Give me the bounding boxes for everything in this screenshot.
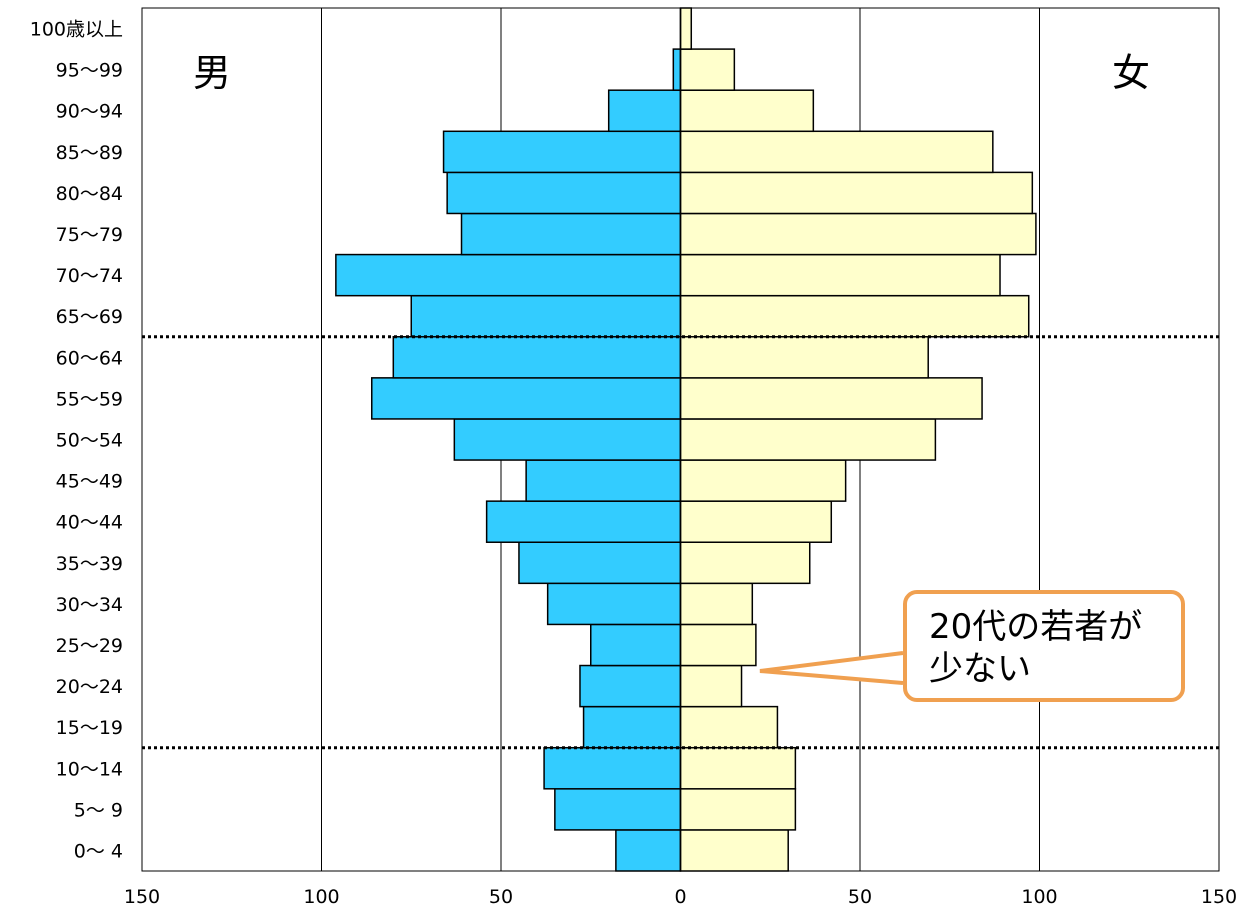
bar-male-18: [607, 89, 682, 133]
bar-female-2: [679, 746, 797, 790]
age-label-6: 30～34: [56, 594, 123, 616]
bar-male-15: [460, 212, 682, 256]
bar-male-5: [590, 623, 682, 667]
callout-pointer: [759, 651, 904, 685]
bar-female-7: [679, 541, 811, 585]
bar-female-3: [679, 705, 779, 749]
bar-male-2: [543, 746, 682, 790]
annotation-line-2: 少ない: [929, 649, 1031, 689]
age-label-4: 20～24: [56, 676, 123, 698]
age-label-7: 35～39: [56, 553, 123, 575]
age-label-8: 40～44: [56, 512, 123, 534]
age-label-13: 65～69: [56, 306, 123, 328]
age-label-19: 95～99: [56, 60, 123, 82]
age-label-20: 100歳以上: [30, 19, 123, 41]
bar-female-4: [679, 664, 743, 708]
bar-male-17: [442, 130, 682, 174]
x-tick-label-4: 50: [848, 886, 872, 908]
label-female: 女: [1112, 51, 1150, 95]
reference-lines: [142, 335, 1222, 750]
bar-male-13: [410, 294, 682, 338]
bar-male-7: [518, 541, 682, 585]
bar-male-6: [546, 582, 682, 626]
x-tick-label-1: 100: [303, 886, 339, 908]
bar-female-1: [679, 788, 797, 831]
bar-female-16: [679, 171, 1034, 215]
bars: [335, 7, 1037, 872]
bar-female-8: [679, 500, 833, 543]
bar-male-16: [446, 171, 682, 215]
age-label-10: 50～54: [56, 430, 123, 452]
bar-female-13: [679, 294, 1030, 338]
x-tick-labels: 150 100 50 0 50 100 150: [124, 886, 1237, 908]
x-tick-label-5: 100: [1021, 886, 1057, 908]
bar-male-14: [335, 253, 682, 297]
bar-female-18: [679, 89, 815, 133]
bar-female-5: [679, 623, 757, 667]
bar-male-8: [485, 500, 682, 543]
bar-female-17: [679, 130, 994, 174]
series-labels: 男 女: [193, 51, 1150, 95]
x-tick-label-3: 0: [674, 886, 686, 908]
bar-female-12: [679, 336, 929, 379]
bar-female-20: [679, 7, 693, 50]
age-label-2: 10～14: [56, 758, 123, 780]
bar-female-9: [679, 459, 847, 502]
age-label-12: 60～64: [56, 347, 123, 369]
bar-male-11: [371, 377, 682, 420]
x-tick-label-2: 50: [489, 886, 513, 908]
bar-male-19: [672, 48, 682, 91]
bar-female-11: [679, 377, 983, 420]
bar-female-19: [679, 48, 736, 91]
bar-male-3: [582, 705, 682, 749]
age-label-9: 45～49: [56, 471, 123, 493]
age-label-0: 0～ 4: [74, 840, 123, 862]
age-label-5: 25～29: [56, 635, 123, 657]
age-label-18: 90～94: [56, 101, 123, 123]
bar-female-10: [679, 418, 937, 461]
age-label-11: 55～59: [56, 388, 123, 410]
age-label-17: 85～89: [56, 142, 123, 164]
bar-male-10: [453, 418, 682, 461]
x-tick-label-6: 150: [1201, 886, 1237, 908]
age-label-1: 5～ 9: [74, 799, 123, 821]
age-label-14: 70～74: [56, 265, 123, 287]
bar-female-14: [679, 253, 1001, 297]
age-label-3: 15～19: [56, 717, 123, 739]
age-labels: 0～ 4 5～ 9 10～14 15～19 20～24 25～29 30～34 35～39 40…: [30, 19, 123, 863]
bar-male-0: [615, 829, 682, 872]
bar-male-9: [525, 459, 682, 502]
bar-female-0: [679, 829, 789, 872]
bar-male-1: [554, 788, 682, 831]
label-male: 男: [193, 51, 231, 95]
bar-female-6: [679, 582, 754, 626]
age-label-15: 75～79: [56, 224, 123, 246]
annotation-line-1: 20代の若者が: [929, 607, 1143, 647]
bar-female-15: [679, 212, 1037, 256]
bar-male-12: [392, 336, 682, 379]
age-label-16: 80～84: [56, 183, 123, 205]
bar-male-4: [579, 664, 682, 708]
annotation-callout: 20代の若者が 少ない: [903, 590, 1185, 702]
x-tick-label-0: 150: [124, 886, 160, 908]
